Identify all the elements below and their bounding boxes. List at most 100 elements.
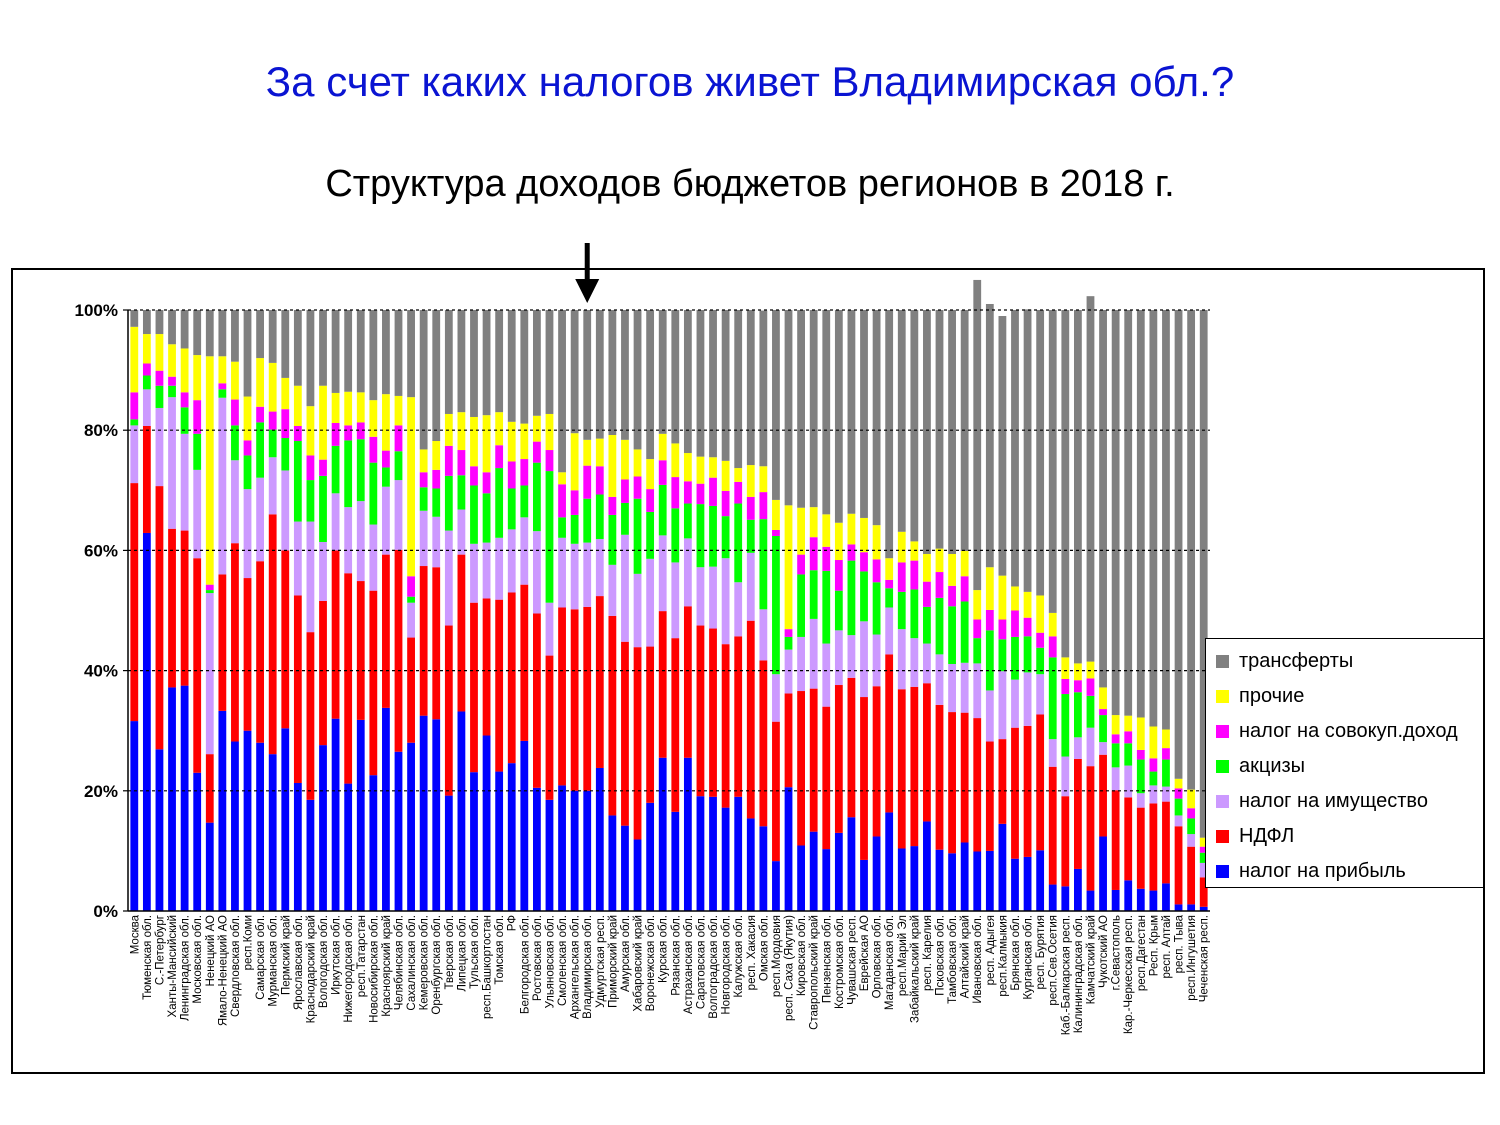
bar-segment-aggregate-income-tax [205,584,214,591]
bar-segment-personal-income-tax [595,596,604,768]
bar-segment-excises [1124,743,1133,766]
bar-segment-transfers [142,310,151,335]
bar-segment-other [784,505,793,630]
bar-segment-other [369,400,378,437]
bar-segment-excises [533,462,541,532]
x-tick-label: Вологодская обл. [318,915,330,1008]
x-tick-label: респ.Дагестан [1136,915,1148,991]
bar-segment-aggregate-income-tax [1149,758,1158,772]
bar-segment-transfers [910,310,919,542]
bar-segment-profit-tax [721,807,730,911]
bar-segment-excises [1036,647,1045,675]
bar-segment-excises [293,441,302,522]
bar-segment-profit-tax [621,825,629,911]
bar-segment-aggregate-income-tax [457,450,466,476]
bar-segment-excises [621,502,629,535]
bar-segment-profit-tax [218,710,227,911]
x-tick-label: Новосибирская обл. [368,915,380,1023]
bar-segment-profit-tax [746,818,755,911]
bar-segment-excises [268,429,277,458]
bar-segment-personal-income-tax [671,638,680,812]
bar-segment-property-tax [256,477,264,562]
bar-segment-other [608,435,617,497]
x-tick-label: Ростовская обл. [532,915,544,1001]
bar-segment-transfers [545,310,554,414]
bar-segment-property-tax [897,629,906,690]
bar-segment-profit-tax [1074,868,1082,911]
x-tick-label: Воронежская обл. [645,915,657,1011]
bar-segment-excises [797,574,805,637]
bar-segment-aggregate-income-tax [960,576,969,602]
bar-segment-other [1074,663,1082,681]
bar-segment-aggregate-income-tax [1011,610,1019,637]
bar-segment-other [822,514,831,547]
y-tick-label: 20% [84,782,118,801]
x-tick-label: Москва [129,914,141,954]
bar-segment-other [872,525,881,560]
bar-segment-personal-income-tax [897,689,906,849]
bar-segment-profit-tax [470,772,478,911]
bar-segment-transfers [822,310,831,515]
bar-segment-property-tax [960,662,969,713]
bar-segment-profit-tax [1036,850,1045,911]
bar-segment-property-tax [205,593,214,755]
bar-segment-aggregate-income-tax [180,392,189,408]
bar-segment-personal-income-tax [1162,801,1170,884]
x-tick-label: Свердловская обл. [230,915,242,1017]
bar-segment-transfers [168,310,176,345]
bar-segment-personal-income-tax [784,693,793,788]
bar-segment-transfers [885,310,894,559]
bar-segment-aggregate-income-tax [872,559,881,583]
bar-segment-aggregate-income-tax [772,529,780,536]
bar-segment-aggregate-income-tax [293,425,302,442]
bar-segment-personal-income-tax [1174,826,1183,905]
bar-segment-property-tax [746,552,755,621]
x-tick-label: Брянская обл. [1010,915,1022,991]
bar-segment-aggregate-income-tax [1187,808,1196,819]
bar-segment-property-tax [369,524,378,591]
bar-segment-property-tax [470,543,478,603]
bar-segment-personal-income-tax [457,554,466,712]
bar-segment-property-tax [180,433,189,531]
x-tick-label: Кар.-Черкесская респ. [1123,915,1135,1034]
bar-segment-transfers [772,310,780,500]
bar-segment-aggregate-income-tax [533,441,541,463]
bar-segment-excises [1011,636,1019,680]
bar-segment-excises [935,597,944,655]
bar-segment-other [1048,612,1057,637]
bar-segment-transfers [696,310,705,457]
bar-segment-excises [1174,798,1183,816]
bar-segment-other [507,421,516,462]
bar-segment-property-tax [331,493,340,551]
x-tick-label: Магаданская обл. [884,915,896,1010]
bar-segment-other [319,385,327,460]
bar-segment-other [621,439,629,480]
chart-frame [11,268,1485,1074]
bar-segment-transfers [1199,310,1208,838]
bar-segment-property-tax [910,638,919,687]
bar-segment-excises [1048,657,1057,740]
bar-segment-property-tax [457,509,466,555]
bar-segment-transfers [482,310,491,416]
bar-segment-property-tax [948,663,956,713]
legend-swatch-aggregate-income-tax [1216,724,1229,738]
bar-segment-aggregate-income-tax [331,422,340,446]
x-tick-label: Орловская обл. [872,915,884,998]
x-tick-label: Алтайский край [960,915,972,998]
bar-segment-transfers [998,316,1007,576]
bar-segment-profit-tax [570,790,579,911]
bar-segment-transfers [356,310,365,393]
bar-segment-personal-income-tax [419,566,428,716]
bar-segment-aggregate-income-tax [243,440,252,456]
bar-segment-excises [1111,743,1120,768]
bar-segment-excises [709,505,717,567]
bar-segment-profit-tax [407,742,415,911]
bar-segment-profit-tax [734,796,743,911]
x-tick-label: Челябинская обл. [394,915,406,1010]
x-tick-label: респ.Марий Эл [897,915,909,996]
bar-segment-personal-income-tax [759,660,768,827]
bar-segment-other [243,396,252,441]
x-tick-label: Тюменская обл. [142,915,154,1000]
bar-segment-aggregate-income-tax [1048,636,1057,658]
bar-segment-aggregate-income-tax [268,411,277,430]
